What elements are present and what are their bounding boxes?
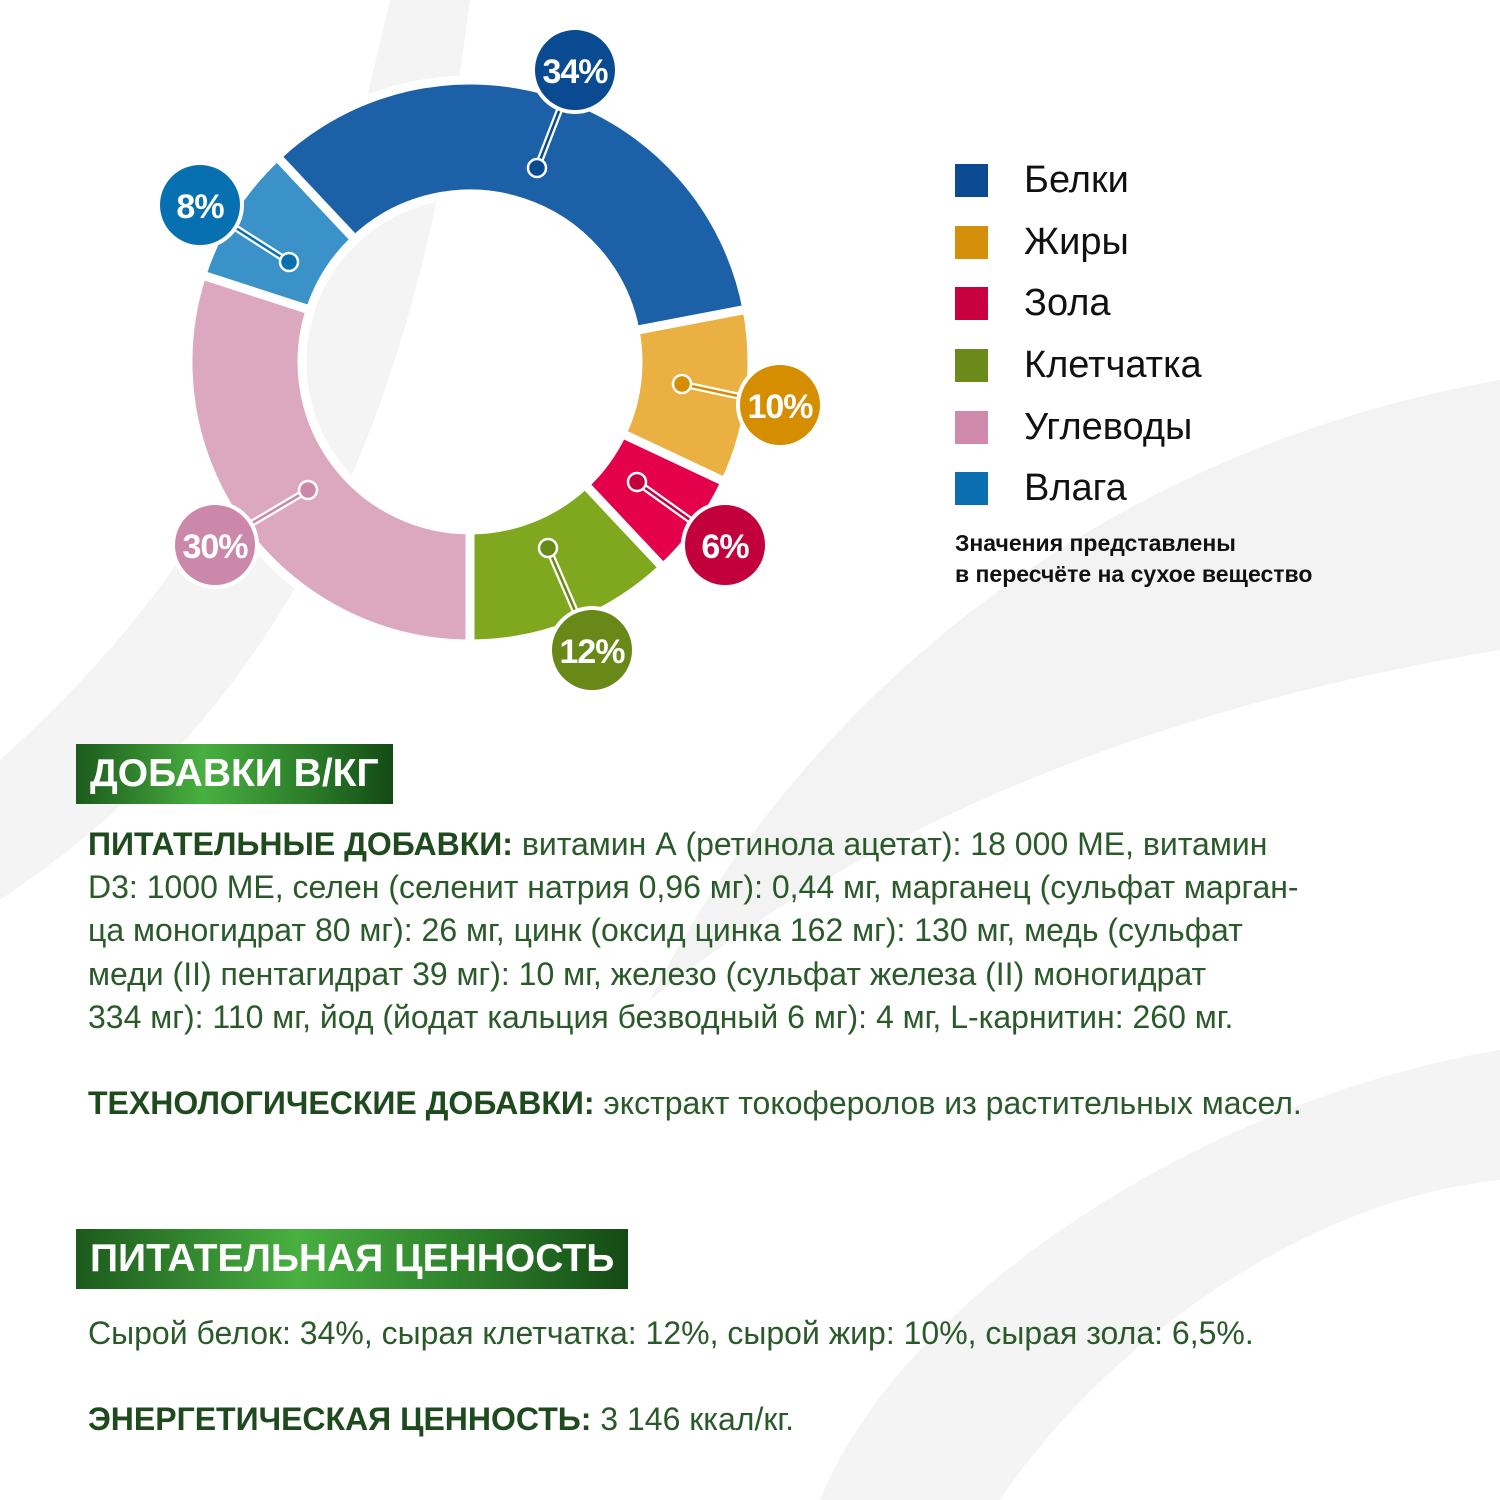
legend-item-fiber: Клетчатка: [955, 335, 1202, 397]
note-line: Значения представлены: [955, 530, 1236, 556]
legend-item-ash: Зола: [955, 273, 1202, 335]
data-label-bubble: [548, 606, 636, 694]
data-label-bubble: [681, 501, 769, 589]
data-label: 8%: [176, 188, 224, 226]
text-segment: экстракт токоферолов из растительных мас…: [594, 1085, 1302, 1121]
leader-dot: [626, 471, 648, 493]
additives-banner: ДОБАВКИ В/КГ: [76, 744, 393, 804]
legend-swatch: [955, 164, 988, 198]
leader-dot: [671, 373, 693, 395]
data-label: 6%: [701, 528, 749, 566]
legend-label: Влага: [1024, 467, 1127, 510]
donut-chart: 30% 8% 34% 10% 6% 12%: [156, 26, 824, 694]
legend-item-fat: Жиры: [955, 212, 1202, 274]
data-label: 34%: [542, 53, 608, 91]
donut-segment-0: [183, 269, 475, 649]
legend-swatch: [955, 472, 988, 506]
technological-additives: ТЕХНОЛОГИЧЕСКИЕ ДОБАВКИ: экстракт токофе…: [88, 1082, 1302, 1125]
legend-item-carbs: Углеводы: [955, 396, 1202, 458]
data-label-bubble: [531, 26, 619, 114]
legend-swatch: [955, 287, 988, 321]
nutrition-banner: ПИТАТЕЛЬНАЯ ЦЕННОСТЬ: [76, 1229, 629, 1289]
data-label-bubble: [156, 161, 244, 249]
data-label: 12%: [559, 633, 625, 671]
text-segment: 3 146 ккал/кг.: [591, 1401, 794, 1437]
text-line: D3: 1000 МЕ, селен (селенит натрия 0,96 …: [88, 869, 1299, 906]
nutritional-additives: ПИТАТЕЛЬНЫЕ ДОБАВКИ: витамин А (ретинола…: [88, 823, 1299, 1039]
legend-label: Белки: [1024, 159, 1129, 202]
legend-swatch: [955, 225, 988, 259]
text-segment: витамин А (ретинола ацетат): 18 000 МЕ, …: [512, 826, 1268, 862]
legend-label: Жиры: [1024, 220, 1129, 263]
leader-dot: [278, 251, 300, 273]
donut-segment-2: [270, 75, 753, 336]
technological-additives-label: ТЕХНОЛОГИЧЕСКИЕ ДОБАВКИ:: [88, 1085, 595, 1121]
legend-item-moisture: Влага: [955, 458, 1202, 520]
nutritional-additives-label: ПИТАТЕЛЬНЫЕ ДОБАВКИ:: [88, 826, 513, 862]
data-label-bubble: [171, 501, 259, 589]
data-label-bubble: [736, 361, 824, 449]
leader-dot: [297, 479, 319, 501]
leader-dot: [526, 157, 548, 179]
chart-note: Значения представлены в пересчёте на сух…: [955, 528, 1312, 590]
legend-label: Зола: [1024, 282, 1111, 325]
legend-label: Клетчатка: [1024, 344, 1202, 387]
nutrition-text: Сырой белок: 34%, сырая клетчатка: 12%, …: [88, 1315, 1254, 1351]
text-line: ПИТАТЕЛЬНЫЕ ДОБАВКИ: витамин А (ретинола…: [88, 823, 1299, 866]
chart-legend: Белки Жиры Зола Клетчатка Углеводы Влага: [955, 150, 1202, 520]
legend-swatch: [955, 349, 988, 383]
legend-label: Углеводы: [1024, 405, 1193, 448]
donut-segment-5: [465, 478, 670, 649]
note-line: в пересчёте на сухое вещество: [955, 561, 1313, 587]
energy-label: ЭНЕРГЕТИЧЕСКАЯ ЦЕННОСТЬ:: [88, 1401, 592, 1437]
text-line: 334 мг): 110 мг, йод (йодат кальция безв…: [88, 998, 1234, 1035]
data-label: 10%: [747, 388, 813, 426]
text-line: ца моногидрат 80 мг): 26 мг, цинк (оксид…: [88, 912, 1243, 949]
legend-swatch: [955, 410, 988, 444]
energy-value: ЭНЕРГЕТИЧЕСКАЯ ЦЕННОСТЬ: 3 146 ккал/кг.: [88, 1398, 794, 1441]
legend-item-protein: Белки: [955, 150, 1202, 212]
text-line: меди (II) пентагидрат 39 мг): 10 мг, жел…: [88, 955, 1207, 992]
leader-dot: [537, 537, 559, 559]
data-label: 30%: [182, 528, 248, 566]
